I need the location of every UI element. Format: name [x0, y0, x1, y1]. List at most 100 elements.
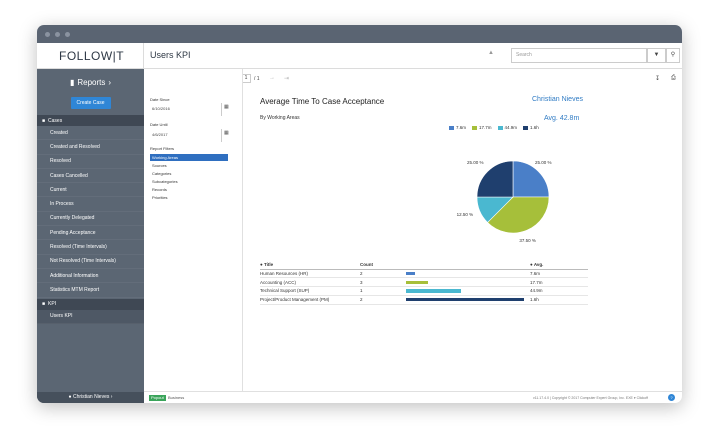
kpi-icon: ■	[42, 301, 46, 308]
col-avg[interactable]: ● Avg.	[530, 261, 588, 270]
filter-item[interactable]: Priorities	[152, 195, 168, 200]
row-bar-cell	[406, 286, 530, 296]
popout-badge[interactable]: Popout	[149, 395, 166, 401]
report-filters-label: Report Filters	[150, 146, 175, 151]
table-row[interactable]: Accounting (ACC) 3 17.7m	[260, 277, 588, 288]
date-until-field[interactable]: 4/6/2017	[152, 132, 168, 137]
table-row[interactable]: Project/Product Management (PM) 2 1.6h	[260, 295, 588, 305]
pie-slice-label: 25.00 %	[467, 160, 484, 166]
chevron-right-icon: ›	[108, 77, 112, 87]
row-bar	[406, 289, 462, 293]
legend-item: 17.7m	[472, 125, 492, 130]
sidebar-item[interactable]: In Process	[37, 197, 144, 212]
pie-slice-label: 25.00 %	[534, 160, 552, 166]
row-bar	[406, 298, 524, 302]
reports-label: Reports	[77, 77, 106, 87]
report-average: Avg. 42.8m	[544, 115, 580, 122]
row-count: 2	[360, 269, 406, 279]
legend-swatch	[523, 125, 529, 130]
search-input[interactable]: Search	[511, 48, 647, 63]
window-dot-minimize[interactable]	[55, 31, 60, 37]
next-page-icon[interactable]: →	[269, 75, 275, 81]
last-page-icon[interactable]: ⇥	[284, 76, 290, 82]
sort-icon: ●	[260, 262, 263, 268]
sidebar-item-users-kpi[interactable]: Users KPI	[37, 309, 144, 324]
sidebar-section-kpi[interactable]: ■ KPI	[37, 298, 144, 310]
sidebar-user[interactable]: ● Christian Nieves ›	[37, 392, 144, 403]
window-dot-maximize[interactable]	[65, 31, 70, 37]
sidebar-item[interactable]: Resolved	[37, 155, 144, 169]
row-title: Human Resources (HR)	[260, 269, 360, 279]
report-area: Average Time To Case Acceptance By Worki…	[243, 89, 682, 391]
chart-legend: 7.6m 17.7m 44.9m 1.6h	[449, 125, 539, 130]
sidebar-item[interactable]: Pending Acceptance	[37, 226, 144, 241]
print-icon[interactable]: ⎙	[671, 75, 676, 81]
legend-swatch	[449, 125, 454, 130]
table-row[interactable]: Human Resources (HR) 2 7.6m	[260, 269, 588, 279]
sidebar-item[interactable]: Statistics MTM Report	[37, 283, 144, 298]
filter-item[interactable]: Records	[152, 187, 167, 192]
cases-header-label: Cases	[48, 117, 63, 124]
filter-item[interactable]: Subcategories	[152, 179, 178, 184]
filter-item[interactable]: Sources	[152, 163, 167, 168]
row-avg: 1.6h	[530, 295, 588, 305]
table-row[interactable]: Technical Support (SUP) 1 44.9m	[260, 286, 588, 296]
table-header-row: ● Title Count ● Avg.	[260, 261, 588, 270]
col-title[interactable]: ● Title	[260, 261, 360, 270]
create-case-button[interactable]: Create Case	[70, 97, 111, 109]
row-avg: 44.9m	[530, 286, 588, 296]
legend-label: 17.7m	[479, 125, 492, 130]
calendar-icon[interactable]: ▦	[224, 104, 229, 110]
sidebar-reports-header[interactable]: ▮ Reports ›	[37, 69, 144, 95]
sidebar-item[interactable]: Created	[37, 126, 144, 141]
row-bar-cell	[406, 295, 530, 305]
legend-item: 7.6m	[449, 125, 466, 130]
sidebar-item[interactable]: Not Resolved (Time Intervals)	[37, 255, 144, 269]
export-icon[interactable]: ↧	[655, 76, 661, 82]
col-count[interactable]: Count	[360, 261, 406, 270]
col-bar	[406, 261, 530, 270]
calendar-icon[interactable]: ▦	[224, 130, 229, 136]
filter-icon[interactable]: ▼	[647, 48, 666, 63]
legend-swatch	[497, 125, 503, 130]
row-count: 3	[360, 277, 406, 288]
page-title: Users KPI	[150, 50, 191, 60]
legend-item: 44.9m	[497, 125, 518, 130]
cases-icon: ■	[42, 117, 46, 124]
report-user: Christian Nieves	[532, 96, 583, 103]
window-dot-close[interactable]	[45, 31, 50, 37]
search-icon[interactable]: ⚲	[666, 48, 680, 63]
sidebar-item[interactable]: Cases Cancelled	[37, 169, 144, 184]
legend-label: 1.6h	[530, 125, 539, 130]
row-bar-cell	[406, 269, 530, 279]
filter-item[interactable]: Categories	[152, 171, 172, 176]
row-title: Accounting (ACC)	[260, 277, 360, 288]
row-bar	[406, 280, 428, 284]
row-bar	[406, 271, 416, 276]
report-title: Average Time To Case Acceptance	[260, 97, 385, 106]
help-icon[interactable]: ?	[668, 394, 675, 401]
app-header: FOLLOW|T Users KPI ▲ Search ▼ ⚲	[37, 43, 682, 69]
pie-slice[interactable]	[476, 160, 514, 198]
filter-item[interactable]: Working Areas	[150, 154, 228, 161]
row-count: 1	[360, 286, 406, 296]
legend-label: 44.9m	[504, 125, 518, 130]
sidebar-item[interactable]: Created and Resolved	[37, 140, 144, 155]
row-count: 2	[360, 295, 406, 305]
date-since-field[interactable]: 6/10/2016	[152, 106, 170, 111]
pie-slice[interactable]	[487, 196, 550, 234]
divider	[221, 129, 222, 142]
kpi-table: ● Title Count ● Avg. Human Resources (HR…	[260, 261, 588, 305]
sidebar-item[interactable]: Additional Information	[37, 269, 144, 284]
sidebar-item[interactable]: Current	[37, 183, 144, 198]
sidebar-section-cases[interactable]: ■ Cases	[37, 115, 144, 126]
report-subtitle: By Working Areas	[260, 115, 300, 121]
sidebar-user-name: Christian Nieves	[72, 394, 110, 400]
sidebar-item[interactable]: Currently Delegated	[37, 212, 144, 227]
pie-slice[interactable]	[512, 160, 550, 198]
edition-label: Business	[168, 395, 185, 400]
sidebar-item[interactable]: Resolved (Time Intervals)	[37, 240, 144, 255]
notification-icon[interactable]: ▲	[488, 50, 494, 56]
app-logo[interactable]: FOLLOW|T	[37, 43, 144, 69]
footer: Popout Business v11.17.4.0 | Copyright ©…	[144, 391, 682, 403]
